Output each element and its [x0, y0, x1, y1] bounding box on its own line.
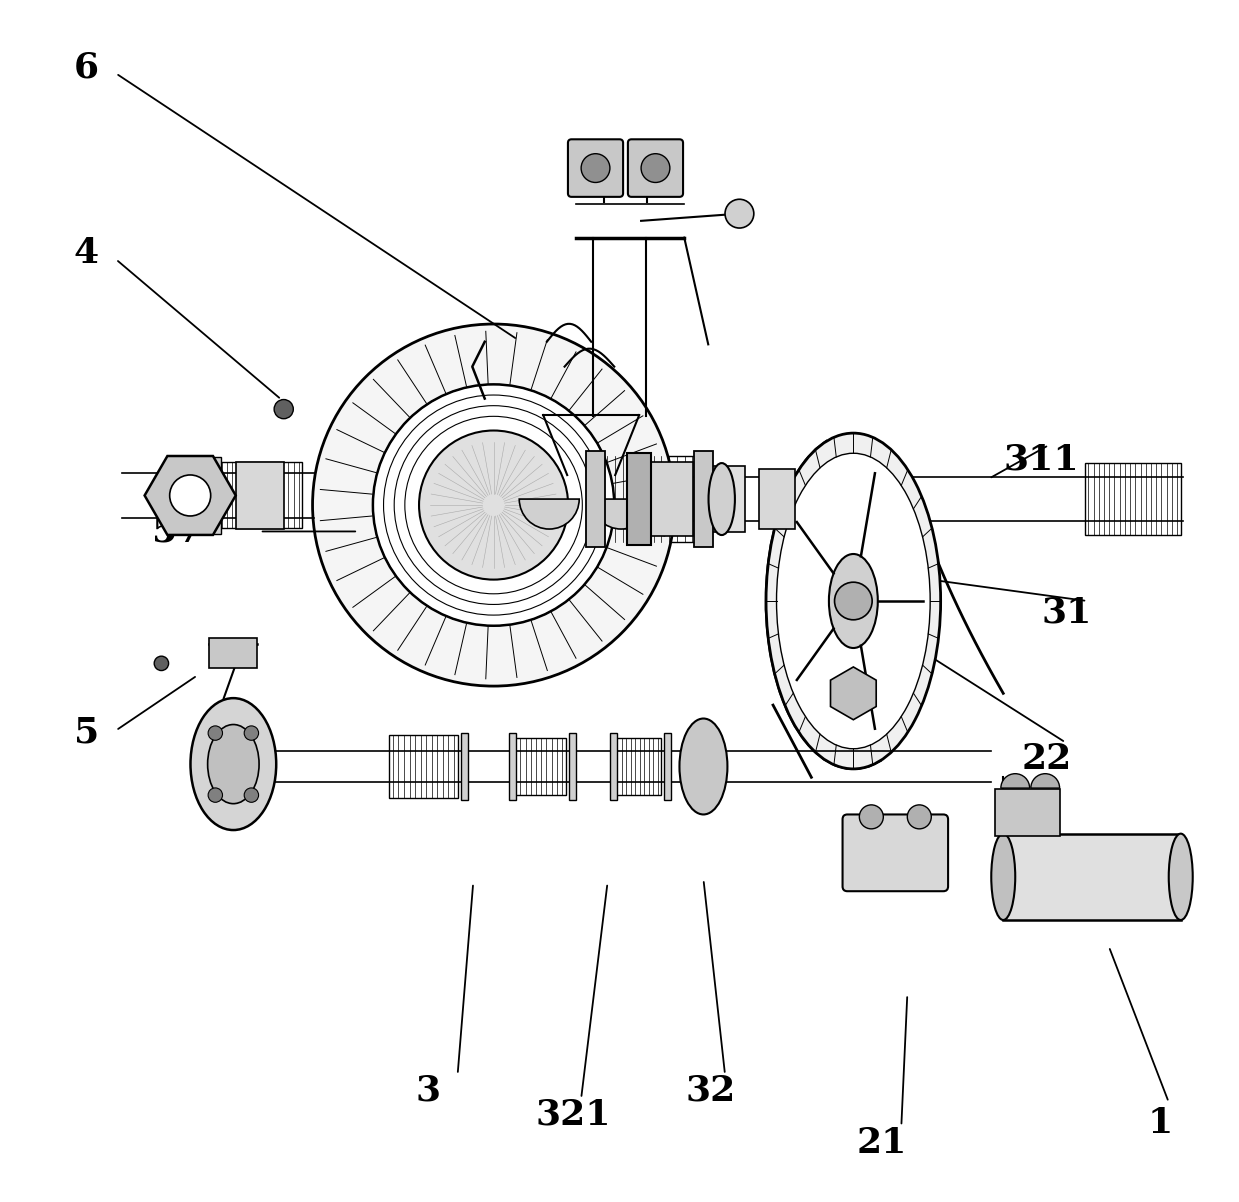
Bar — [613, 738, 662, 796]
Wedge shape — [591, 499, 652, 529]
Circle shape — [208, 789, 223, 802]
FancyBboxPatch shape — [995, 790, 1059, 837]
Circle shape — [860, 805, 883, 829]
Ellipse shape — [1168, 834, 1193, 920]
Circle shape — [170, 475, 211, 516]
Bar — [760, 469, 795, 529]
Ellipse shape — [709, 463, 735, 535]
Bar — [639, 462, 693, 536]
Bar — [204, 457, 212, 534]
Ellipse shape — [829, 554, 877, 648]
Bar — [586, 451, 606, 547]
Ellipse shape — [419, 430, 569, 579]
FancyBboxPatch shape — [628, 139, 683, 197]
Bar — [235, 462, 284, 529]
Ellipse shape — [766, 433, 940, 769]
Circle shape — [907, 805, 932, 829]
Text: 4: 4 — [74, 237, 99, 270]
Ellipse shape — [777, 453, 930, 749]
FancyBboxPatch shape — [567, 139, 623, 197]
Wedge shape — [1031, 774, 1059, 789]
Bar — [610, 733, 617, 801]
Bar — [512, 738, 565, 796]
Bar — [664, 733, 672, 801]
FancyBboxPatch shape — [843, 815, 948, 891]
Bar — [218, 463, 302, 529]
Bar — [699, 466, 745, 532]
Circle shape — [154, 656, 169, 671]
Circle shape — [244, 726, 259, 740]
Text: 321: 321 — [535, 1097, 611, 1131]
Text: 57: 57 — [152, 514, 202, 548]
Ellipse shape — [208, 725, 259, 804]
Ellipse shape — [679, 719, 727, 815]
Circle shape — [641, 154, 670, 183]
Text: 22: 22 — [1021, 743, 1072, 776]
Bar — [509, 733, 517, 801]
Text: 6: 6 — [74, 50, 99, 84]
Text: 3: 3 — [415, 1073, 441, 1107]
Circle shape — [725, 200, 753, 228]
Text: 1: 1 — [1147, 1106, 1172, 1139]
Ellipse shape — [312, 325, 674, 686]
Text: 21: 21 — [857, 1126, 907, 1160]
Wedge shape — [519, 499, 579, 529]
Bar — [627, 453, 652, 545]
Bar — [596, 456, 704, 542]
Bar — [212, 457, 221, 534]
Ellipse shape — [991, 834, 1015, 920]
Ellipse shape — [373, 385, 615, 626]
Bar — [569, 733, 576, 801]
Text: 5: 5 — [74, 716, 99, 750]
Text: 311: 311 — [1004, 442, 1079, 476]
Bar — [694, 451, 714, 547]
Wedge shape — [1001, 774, 1030, 789]
Bar — [461, 733, 468, 801]
Bar — [1085, 463, 1181, 535]
Circle shape — [274, 399, 294, 418]
Circle shape — [581, 154, 610, 183]
Circle shape — [244, 789, 259, 802]
Circle shape — [208, 726, 223, 740]
Ellipse shape — [191, 698, 276, 831]
Bar — [209, 638, 258, 668]
Text: 32: 32 — [685, 1073, 736, 1107]
Circle shape — [835, 582, 872, 620]
Bar — [1004, 834, 1181, 920]
Text: 31: 31 — [1042, 596, 1092, 630]
Bar — [389, 736, 457, 798]
